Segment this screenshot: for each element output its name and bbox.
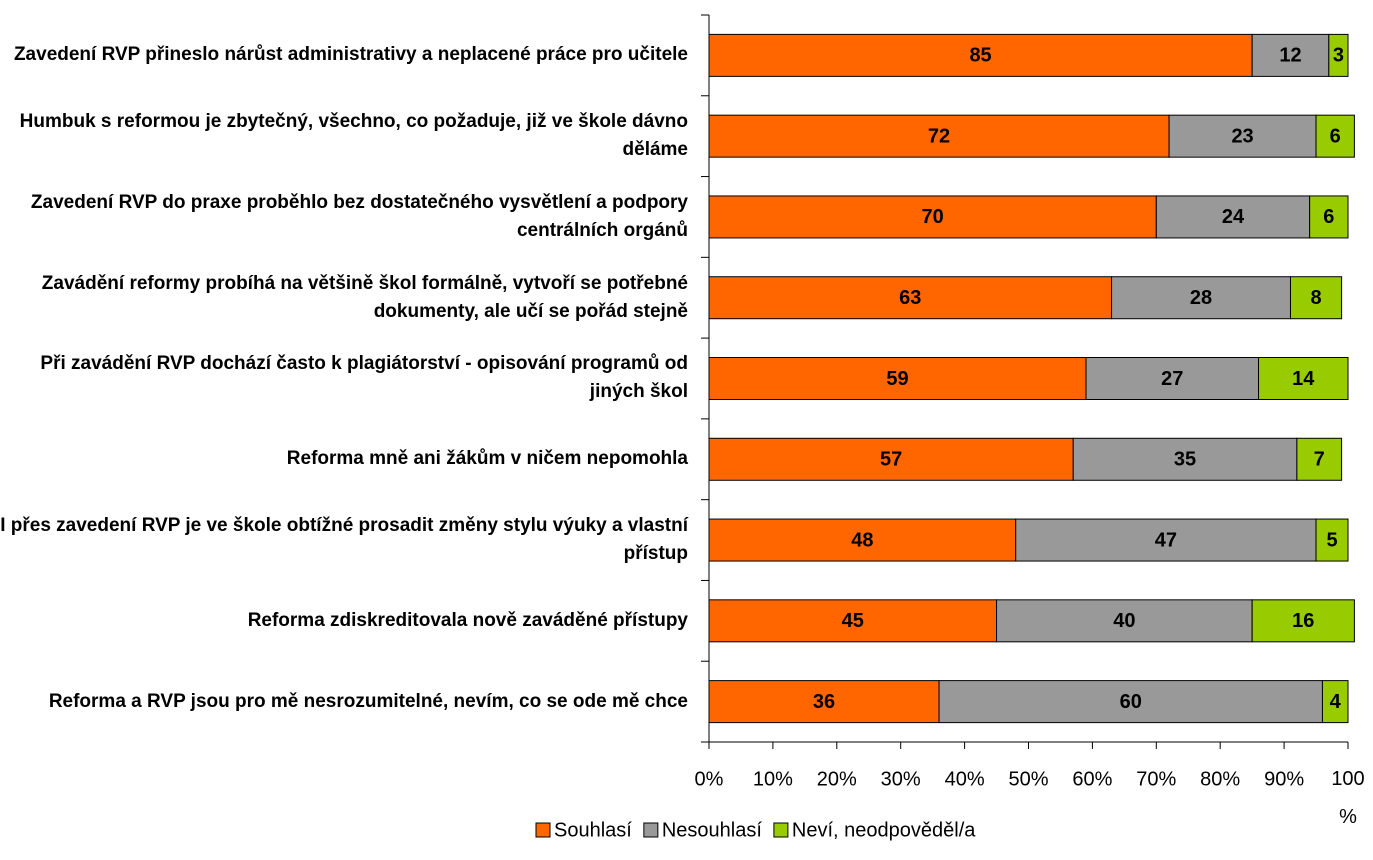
bar-segment <box>708 518 1017 562</box>
bar-segment <box>708 680 940 724</box>
x-tick-label: 70% <box>1136 768 1176 790</box>
legend-label: Neví, neodpověděl/a <box>792 819 976 841</box>
bar-segment <box>708 114 1170 158</box>
value-label: 60 <box>1120 691 1142 713</box>
bar-segment <box>1315 518 1349 562</box>
value-label: 24 <box>1222 206 1245 228</box>
x-tick-label: 10% <box>753 768 793 790</box>
value-label: 7 <box>1314 449 1325 471</box>
x-tick-label: 30% <box>881 768 921 790</box>
legend-swatch <box>535 822 551 838</box>
bar-segment <box>1315 114 1355 158</box>
x-tick-label: 60% <box>1072 768 1112 790</box>
legend-label: Nesouhlasí <box>662 819 763 841</box>
value-label: 6 <box>1323 206 1334 228</box>
category-label: Reforma mně ani žákům v ničem nepomohla <box>286 448 688 470</box>
x-tick-label: 80% <box>1200 768 1240 790</box>
category-label: Humbuk s reformou je zbytečný, všechno, … <box>19 111 688 161</box>
value-label: 6 <box>1330 125 1341 147</box>
bar-segment <box>708 195 1157 239</box>
bar-segment <box>938 680 1323 724</box>
x-tick-label: 20% <box>817 768 857 790</box>
bar-segment <box>1251 599 1355 643</box>
value-label: 3 <box>1333 45 1344 67</box>
category-label: Zavedení RVP do praxe proběhlo bez dosta… <box>30 191 688 241</box>
bar-segment <box>1258 357 1349 400</box>
value-label: 8 <box>1310 287 1321 309</box>
value-label: 16 <box>1292 610 1314 632</box>
bar-segment <box>1085 357 1260 400</box>
bar-segment <box>1321 680 1349 724</box>
value-label: 47 <box>1155 529 1177 551</box>
x-tick-label: 50% <box>1008 768 1048 790</box>
bar-segment <box>1251 33 1330 77</box>
value-label: 40 <box>1113 610 1135 632</box>
value-label: 28 <box>1190 287 1212 309</box>
value-label: 57 <box>880 449 902 471</box>
value-label: 45 <box>842 610 864 632</box>
x-tick-label: 0% <box>695 768 724 790</box>
value-label: 72 <box>928 125 950 147</box>
legend-swatch <box>773 822 789 838</box>
legend-swatch <box>643 822 659 838</box>
value-label: 12 <box>1279 45 1301 67</box>
value-label: 5 <box>1326 529 1337 551</box>
bar-segment <box>708 33 1253 77</box>
bar-segment <box>1296 437 1343 481</box>
bar-segment <box>1072 437 1298 481</box>
value-label: 36 <box>813 691 835 713</box>
category-label: Zavedení RVP přineslo nárůst administrat… <box>13 44 688 66</box>
legend-label: Souhlasí <box>554 819 632 841</box>
category-label: I přes zavedení RVP je ve škole obtížné … <box>0 515 688 565</box>
value-label: 85 <box>969 45 991 67</box>
x-tick-label: 40% <box>945 768 985 790</box>
value-label: 70 <box>922 206 944 228</box>
bar-segment <box>708 437 1074 481</box>
value-label: 48 <box>851 529 873 551</box>
value-label: 35 <box>1174 449 1196 471</box>
category-label: Reforma a RVP jsou pro mě nesrozumitelné… <box>48 690 688 712</box>
bar-segment <box>1309 195 1349 239</box>
category-label: Reforma zdiskreditovala nově zaváděné př… <box>247 609 688 631</box>
bar-segment <box>708 276 1113 320</box>
bar-segment <box>1155 195 1311 239</box>
value-label: 23 <box>1231 125 1253 147</box>
bar-segment <box>1015 518 1317 562</box>
category-label: Zavádění reformy probíhá na většině škol… <box>41 272 688 322</box>
x-tick-label: 100% <box>1331 768 1364 828</box>
value-label: 63 <box>899 287 921 309</box>
value-label: 4 <box>1330 691 1342 713</box>
bar-segment <box>1328 33 1349 77</box>
category-label: Při zavádění RVP dochází často k plagiát… <box>40 353 688 403</box>
x-tick-label: 90% <box>1264 768 1304 790</box>
value-label: 59 <box>886 368 908 390</box>
bar-segment <box>1289 276 1343 320</box>
value-label: 27 <box>1161 368 1183 390</box>
bar-segment <box>1168 114 1317 158</box>
value-label: 14 <box>1292 368 1315 390</box>
bar-segment <box>1111 276 1291 320</box>
